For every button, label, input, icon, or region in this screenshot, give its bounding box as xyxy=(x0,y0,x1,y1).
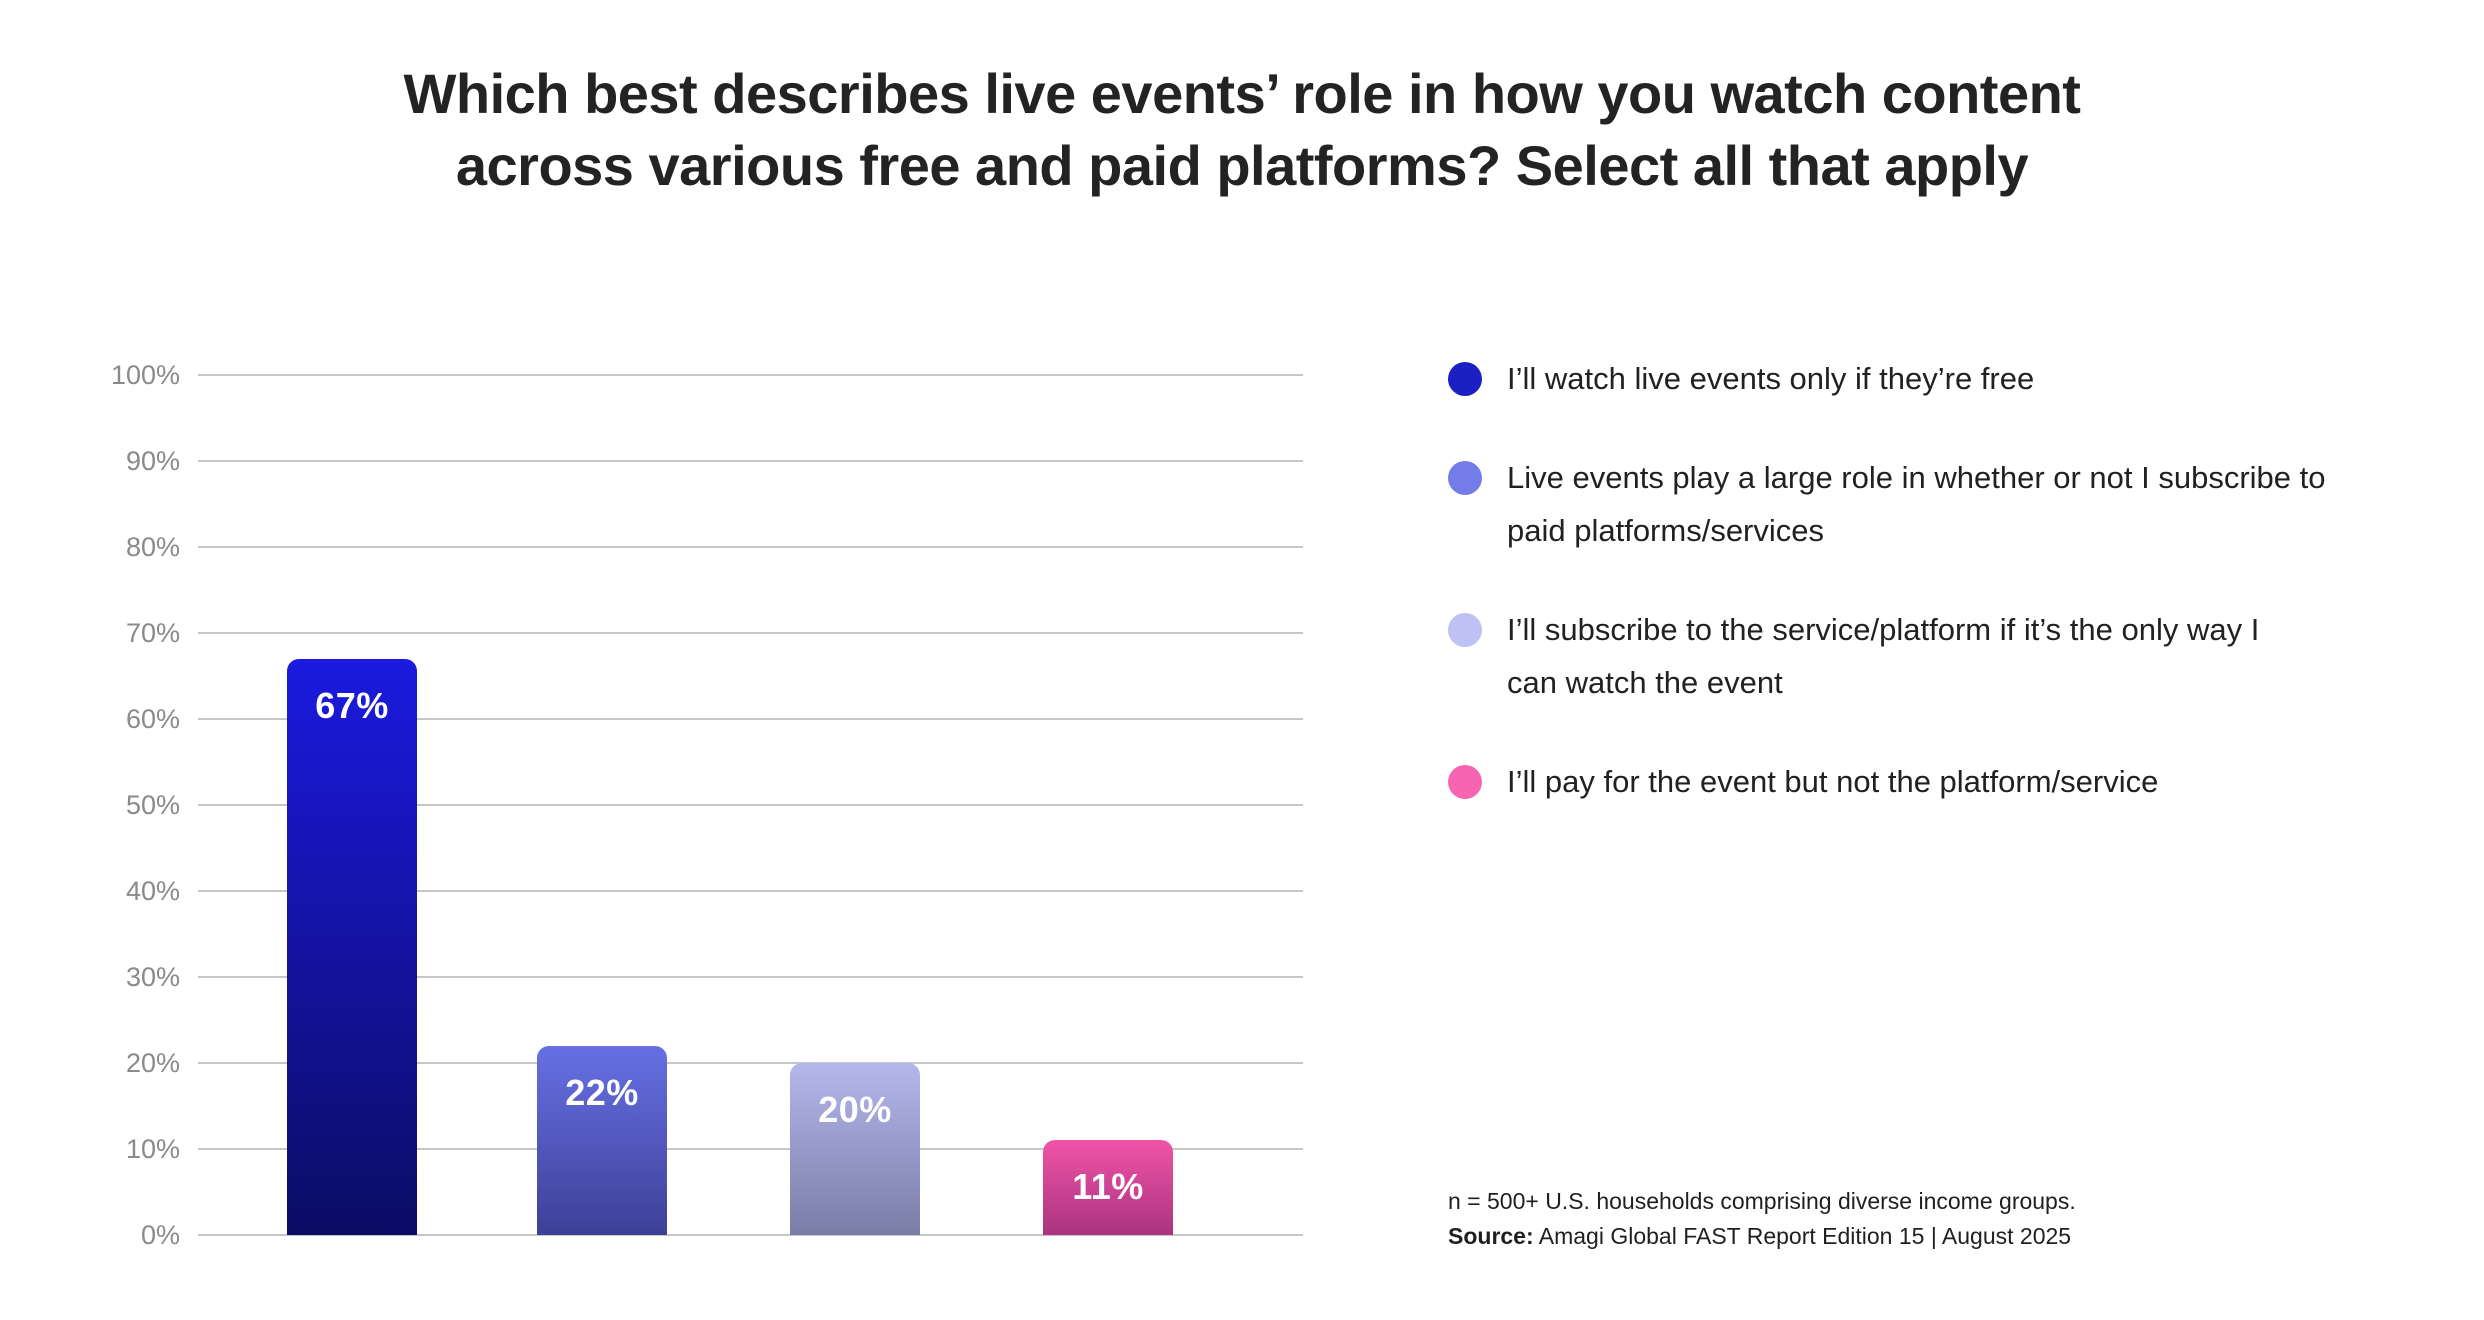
source-label: Source: xyxy=(1448,1223,1534,1249)
gridline xyxy=(198,1234,1303,1236)
chart-title-line2: across various free and paid platforms? … xyxy=(455,134,2029,197)
y-axis-tick-label: 50% xyxy=(125,790,180,820)
y-axis-tick-label: 90% xyxy=(125,446,180,476)
y-axis-tick-label: 30% xyxy=(125,962,180,992)
legend-item-4: I’ll pay for the event but not the platf… xyxy=(1448,755,2438,808)
legend-item-label: I’ll pay for the event but not the platf… xyxy=(1507,755,2158,808)
y-axis-tick-label: 100% xyxy=(110,360,180,390)
bar-chart-plot-area: 100% 90% 80% 70% 60% 50% 40% 30% 20% 10% 0% 67% 22% 2… xyxy=(111,360,1303,1250)
chart-title: Which best describes live events’ role i… xyxy=(0,58,2484,202)
sample-size-note: n = 500+ U.S. households comprising dive… xyxy=(1448,1188,2076,1214)
gridline xyxy=(198,460,1303,462)
y-axis-tick-label: 80% xyxy=(125,532,180,562)
gridline xyxy=(198,976,1303,978)
source-text: Amagi Global FAST Report Edition 15 | Au… xyxy=(1533,1223,2072,1249)
bar-1: 67% xyxy=(287,659,417,1235)
gridline xyxy=(198,1148,1303,1150)
legend-item-label: Live events play a large role in whether… xyxy=(1507,451,2326,557)
y-axis-tick-label: 10% xyxy=(125,1134,180,1164)
bar-4: 11% xyxy=(1043,1140,1173,1235)
gridline xyxy=(198,804,1303,806)
bar-value-label: 20% xyxy=(818,1089,892,1130)
gridline xyxy=(198,546,1303,548)
gridline xyxy=(198,374,1303,376)
bar-value-label: 22% xyxy=(565,1072,639,1113)
legend-label-line: can watch the event xyxy=(1507,665,1783,700)
gridline xyxy=(198,632,1303,634)
bar-3: 20% xyxy=(790,1063,920,1235)
legend-dot-icon xyxy=(1448,461,1482,495)
chart-title-line1: Which best describes live events’ role i… xyxy=(403,62,2081,125)
y-axis-tick-label: 20% xyxy=(125,1048,180,1078)
y-axis-tick-label: 0% xyxy=(140,1220,180,1250)
y-axis-tick-label: 70% xyxy=(125,618,180,648)
legend-item-2: Live events play a large role in whether… xyxy=(1448,451,2438,557)
legend-label-line: I’ll watch live events only if they’re f… xyxy=(1507,361,2035,396)
legend-label-line: paid platforms/services xyxy=(1507,513,1825,548)
legend-item-1: I’ll watch live events only if they’re f… xyxy=(1448,352,2438,405)
y-axis-tick-label: 60% xyxy=(125,704,180,734)
chart-legend: I’ll watch live events only if they’re f… xyxy=(1448,352,2438,854)
bar-value-label: 67% xyxy=(315,685,389,726)
y-axis-tick-label: 40% xyxy=(125,876,180,906)
bar-2: 22% xyxy=(537,1046,667,1235)
legend-dot-icon xyxy=(1448,765,1482,799)
legend-label-line: I’ll subscribe to the service/platform i… xyxy=(1507,612,2260,647)
legend-dot-icon xyxy=(1448,362,1482,396)
legend-item-label: I’ll watch live events only if they’re f… xyxy=(1507,352,2034,405)
legend-dot-icon xyxy=(1448,613,1482,647)
gridline xyxy=(198,718,1303,720)
source-line: Source: Amagi Global FAST Report Edition… xyxy=(1448,1219,2076,1254)
bar-value-label: 11% xyxy=(1072,1166,1144,1207)
gridline xyxy=(198,890,1303,892)
gridline xyxy=(198,1062,1303,1064)
source-note-block: n = 500+ U.S. households comprising dive… xyxy=(1448,1184,2076,1254)
legend-item-label: I’ll subscribe to the service/platform i… xyxy=(1507,603,2259,709)
legend-label-line: I’ll pay for the event but not the platf… xyxy=(1507,764,2159,799)
legend-item-3: I’ll subscribe to the service/platform i… xyxy=(1448,603,2438,709)
legend-label-line: Live events play a large role in whether… xyxy=(1507,460,2326,495)
